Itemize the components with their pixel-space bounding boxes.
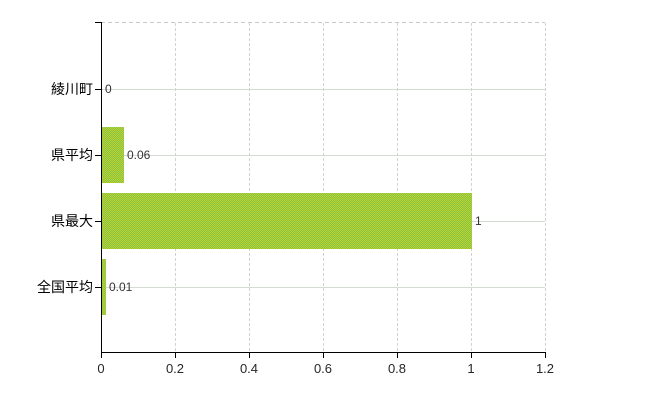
x-axis-tick (323, 353, 324, 358)
x-tick-label: 1.2 (535, 361, 555, 376)
gridline-vertical (397, 23, 398, 352)
category-label: 全国平均 (37, 279, 93, 295)
x-axis-tick (175, 353, 176, 358)
x-tick-label: 0.8 (387, 361, 407, 376)
x-axis-tick (545, 353, 546, 358)
y-axis-tick (95, 287, 101, 288)
gridline-vertical (323, 23, 324, 352)
x-axis-tick (101, 353, 102, 358)
y-axis-top-tick (95, 22, 101, 23)
y-axis-tick (95, 89, 101, 90)
x-axis-tick (249, 353, 250, 358)
category-label: 県平均 (51, 147, 93, 163)
value-label: 0.06 (127, 148, 151, 162)
x-tick-label: 0.6 (313, 361, 333, 376)
gridline-vertical (249, 23, 250, 352)
x-tick-label: 1 (467, 361, 475, 376)
x-tick-label: 0 (97, 361, 105, 376)
category-label: 綾川町 (51, 81, 93, 97)
x-axis-tick (471, 353, 472, 358)
x-axis-tick (397, 353, 398, 358)
gridline-vertical (471, 23, 472, 352)
value-label: 0 (105, 82, 112, 96)
gridline-vertical (175, 23, 176, 352)
bar (102, 259, 106, 315)
y-axis-tick (95, 155, 101, 156)
x-tick-label: 0.2 (165, 361, 185, 376)
y-axis (101, 22, 102, 353)
category-label: 県最大 (51, 213, 93, 229)
bar (102, 127, 124, 183)
x-tick-label: 0.4 (239, 361, 259, 376)
value-label: 0.01 (109, 280, 133, 294)
gridline-vertical (545, 23, 546, 352)
value-label: 1 (475, 214, 482, 228)
plot-top-border (101, 22, 545, 23)
x-axis (101, 352, 546, 353)
y-axis-tick (95, 221, 101, 222)
bar (102, 193, 472, 249)
